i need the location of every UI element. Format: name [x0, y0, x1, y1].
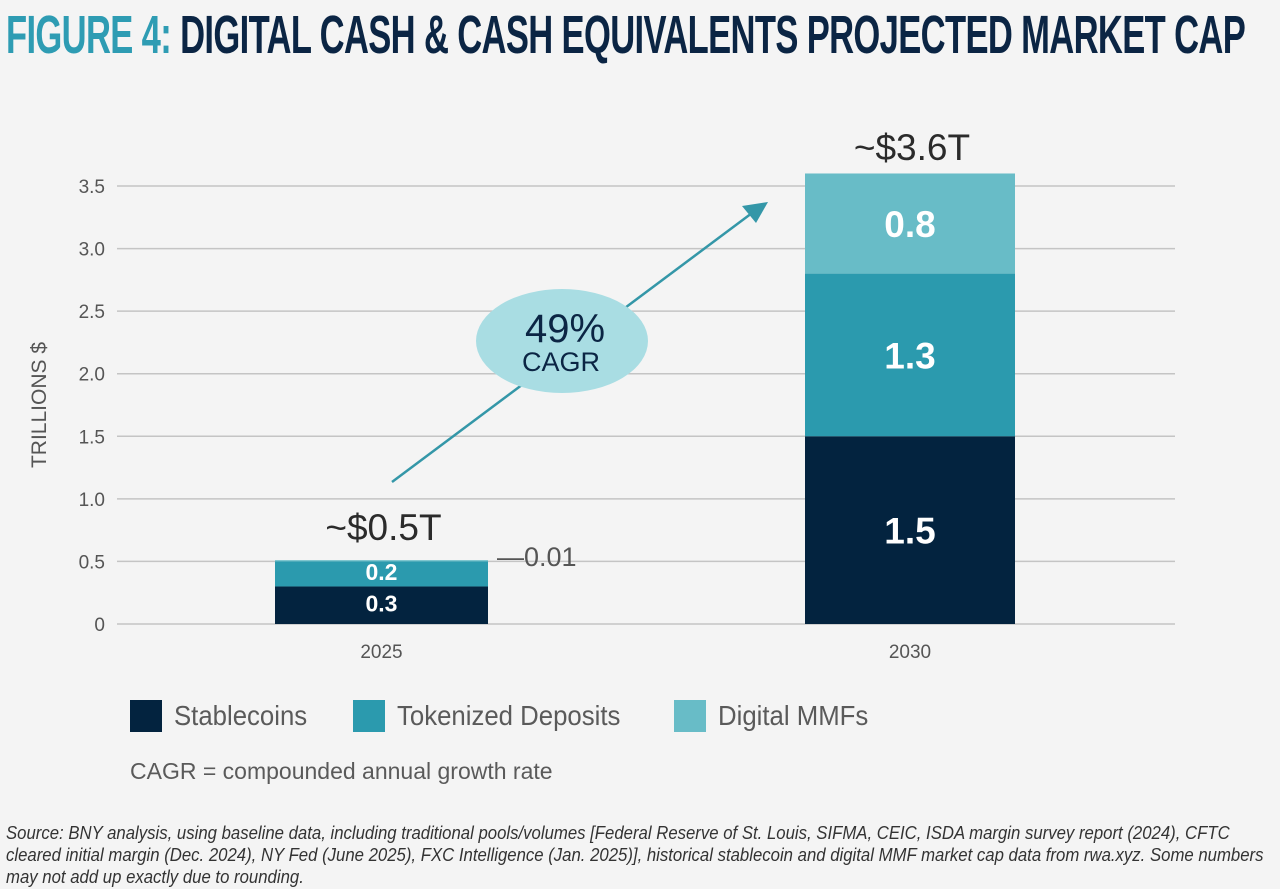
y-tick-label: 3.0: [79, 240, 105, 261]
y-tick-label: 3.5: [79, 177, 105, 198]
bar-value-label: 0.8: [884, 204, 935, 245]
gridlines: [117, 185, 1175, 625]
bar-segment-digital-mmfs-2025: [275, 560, 488, 562]
x-tick-label: 2030: [889, 642, 931, 663]
mmf-2025-callout: —0.01: [497, 542, 577, 572]
legend-swatch-digital-mmfs: [673, 700, 706, 732]
bar-stack-2030: 1.5 1.3 0.8: [805, 173, 1015, 624]
legend-label: Digital MMFs: [717, 700, 868, 731]
cagr-annotation: 49% CAGR: [391, 202, 768, 484]
bar-total-label: ~$0.5T: [325, 507, 441, 548]
bar-stack-2025: 0.30.2: [275, 559, 488, 624]
y-axis-label: TRILLIONS $: [28, 342, 51, 468]
y-tick-label: 0.5: [79, 552, 105, 573]
source-note: Source: BNY analysis, using baseline dat…: [6, 822, 1264, 887]
figure-title: FIGURE 4: DIGITAL CASH & CASH EQUIVALENT…: [6, 2, 1246, 68]
bar-value-label: 1.3: [884, 335, 935, 376]
x-tick-label: 2025: [360, 642, 402, 663]
legend-item-stablecoins: Stablecoins: [130, 700, 319, 732]
legend-label: Tokenized Deposits: [396, 700, 621, 731]
legend-swatch-tokenized-deposits: [352, 700, 385, 732]
y-tick-label: 2.5: [79, 302, 105, 323]
figure-title-text: DIGITAL CASH & CASH EQUIVALENTS PROJECTE…: [180, 5, 1246, 65]
bar-segment-stablecoins-2030: [805, 436, 1015, 624]
stacked-bar-chart: 00.51.01.52.02.53.03.5 TRILLIONS $ 0.30.…: [28, 127, 1175, 663]
legend-swatch-stablecoins: [130, 700, 162, 732]
bar-total-label: ~$3.6T: [854, 127, 970, 168]
growth-arrow-head-icon: [742, 202, 768, 223]
bar-segment-tokenized-deposits-2025: [275, 561, 488, 587]
figure-label: FIGURE 4:: [6, 5, 172, 65]
bar-value-label: 1.5: [884, 510, 935, 551]
y-tick-label: 2.0: [79, 365, 105, 386]
x-axis-ticks: 2025 2030: [360, 642, 931, 663]
legend-item-tokenized-deposits: Tokenized Deposits: [352, 700, 640, 732]
bars: 0.30.21.51.30.8: [275, 173, 1015, 624]
cagr-definition-note: CAGR = compounded annual growth rate: [130, 758, 553, 784]
legend: Stablecoins Tokenized Deposits Digital M…: [130, 700, 915, 732]
bar-segment-tokenized-deposits-2030: [805, 273, 1015, 437]
y-tick-label: 1.5: [79, 427, 105, 448]
y-tick-label: 0: [94, 615, 105, 636]
cagr-bubble: [476, 289, 648, 393]
cagr-value: 49%: [525, 307, 605, 351]
bar-totals: ~$0.5T ~$3.6T: [325, 127, 970, 548]
bar-segment-stablecoins-2025: [275, 586, 488, 624]
legend-item-digital-mmfs: Digital MMFs: [673, 700, 881, 732]
legend-label: Stablecoins: [174, 700, 308, 731]
bar-value-label: 0.3: [366, 591, 398, 617]
bar-value-label: 0.2: [366, 559, 398, 585]
bar-segment-digital-mmfs-2030: [805, 173, 1015, 274]
y-tick-label: 1.0: [79, 490, 105, 511]
y-axis-ticks: 0 0.5 1.0 1.5 2.0 2.5 3.0 3.5: [79, 177, 105, 636]
cagr-label: CAGR: [522, 347, 600, 377]
